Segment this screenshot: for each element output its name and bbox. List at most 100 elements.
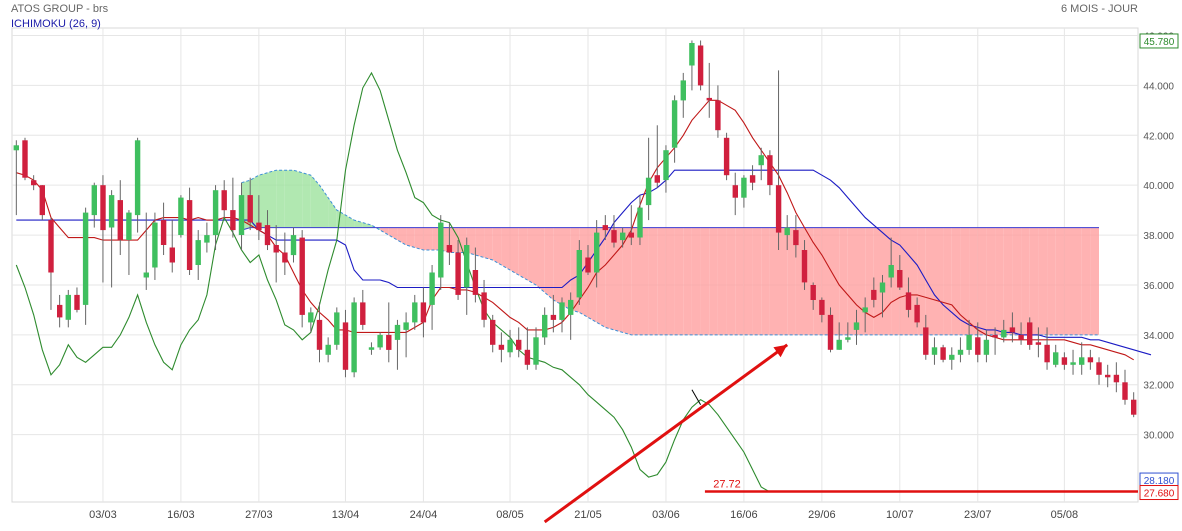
candle-body	[464, 245, 470, 288]
kumo-segment	[614, 227, 623, 333]
candle-body	[446, 245, 453, 253]
kumo-segment	[683, 227, 692, 335]
candle-body	[559, 302, 565, 320]
kumo-segment	[1073, 227, 1082, 335]
candle-body	[602, 225, 608, 231]
kumo-segment	[267, 170, 277, 228]
candle-body	[689, 43, 695, 66]
candle-body	[256, 222, 262, 231]
candle-body	[897, 270, 903, 288]
candle-body	[871, 289, 877, 300]
candle-body	[507, 339, 513, 353]
kumo-segment	[527, 227, 536, 285]
candle-body	[412, 302, 418, 323]
candle-body	[801, 250, 808, 283]
candle-body	[13, 145, 19, 151]
kumo-segment	[960, 227, 970, 335]
candle-body	[273, 245, 279, 253]
y-tick-label: 42.000	[1143, 131, 1174, 142]
x-tick-label: 29/06	[808, 509, 836, 521]
candle-body	[221, 190, 227, 211]
candle-body	[498, 344, 505, 350]
candle-body	[767, 155, 773, 186]
candle-body	[420, 302, 427, 323]
kumo-segment	[1081, 227, 1091, 335]
candle-body	[524, 349, 531, 365]
candle-body	[940, 347, 946, 360]
candle-body	[490, 319, 496, 345]
candle-body	[1001, 329, 1007, 338]
candle-body	[394, 324, 401, 340]
kumo-segment	[397, 227, 407, 245]
candle-body	[48, 220, 54, 273]
candle-body	[784, 227, 790, 236]
last-value-box	[1139, 33, 1179, 49]
candle-body	[1087, 357, 1094, 363]
candle-body	[983, 339, 990, 355]
kumo-segment	[640, 227, 649, 335]
candle-body	[334, 312, 340, 345]
candle-body	[680, 80, 686, 101]
kumo-segment	[856, 227, 866, 335]
kumo-segment	[1055, 227, 1065, 335]
senkou-span-a	[241, 169, 1099, 336]
candle-body	[429, 272, 435, 305]
candle-body	[299, 237, 305, 315]
kumo-segment	[544, 227, 554, 300]
x-tick-label: 05/08	[1051, 509, 1079, 521]
candle-body	[308, 312, 314, 323]
kumo-segment	[293, 170, 303, 228]
kumo-segment	[302, 172, 311, 228]
trend-arrow-line	[543, 343, 789, 524]
kumo-segment	[743, 227, 753, 335]
kumo-segment	[518, 227, 528, 280]
kumo-segment	[1029, 227, 1039, 335]
kumo-segment	[328, 197, 337, 228]
candle-body	[749, 175, 756, 183]
candle-body	[264, 225, 271, 246]
x-tick-label: 03/06	[652, 509, 680, 521]
kumo-segment	[648, 227, 658, 335]
trend-arrow-head	[773, 344, 788, 358]
kumo-segment	[986, 227, 996, 335]
kumo-segment	[1064, 227, 1073, 335]
candle-body	[65, 294, 71, 320]
candle-body	[879, 282, 886, 293]
kumo-segment	[691, 227, 701, 335]
kumo-segment	[475, 227, 485, 258]
kumo-segment	[977, 227, 987, 335]
y-tick-label: 38.000	[1143, 231, 1174, 242]
last-value-label: 27.680	[1144, 489, 1175, 500]
candle-body	[793, 230, 799, 246]
kumo-segment	[510, 227, 519, 275]
candle-body	[758, 155, 764, 166]
kumo-segment	[830, 227, 840, 335]
candle-body	[82, 212, 89, 305]
kumo-segment	[605, 227, 614, 330]
kumo-segment	[406, 227, 415, 248]
x-tick-label: 27/03	[245, 509, 273, 521]
candle-body	[204, 235, 210, 243]
candle-body	[931, 347, 938, 355]
candle-body	[342, 322, 349, 370]
candle-body	[949, 354, 955, 360]
candle-body	[134, 140, 141, 216]
candle-body	[455, 252, 461, 295]
x-tick-label: 13/04	[332, 509, 360, 521]
candle-body	[238, 195, 245, 235]
kumo-segment	[891, 227, 900, 335]
candle-body	[905, 292, 912, 310]
candle-body	[195, 240, 201, 265]
kumo-segment	[787, 227, 796, 335]
kumo-segment	[284, 170, 294, 228]
kumo-segment	[882, 227, 892, 335]
kumo-segment	[319, 185, 329, 228]
candle-body	[1053, 352, 1059, 365]
candle-body	[914, 304, 920, 323]
candle-body	[108, 195, 115, 228]
y-tick-label: 32.000	[1143, 381, 1174, 392]
candle-body	[31, 180, 37, 186]
tenkan-line	[16, 99, 1134, 361]
candle-body	[1131, 399, 1137, 415]
